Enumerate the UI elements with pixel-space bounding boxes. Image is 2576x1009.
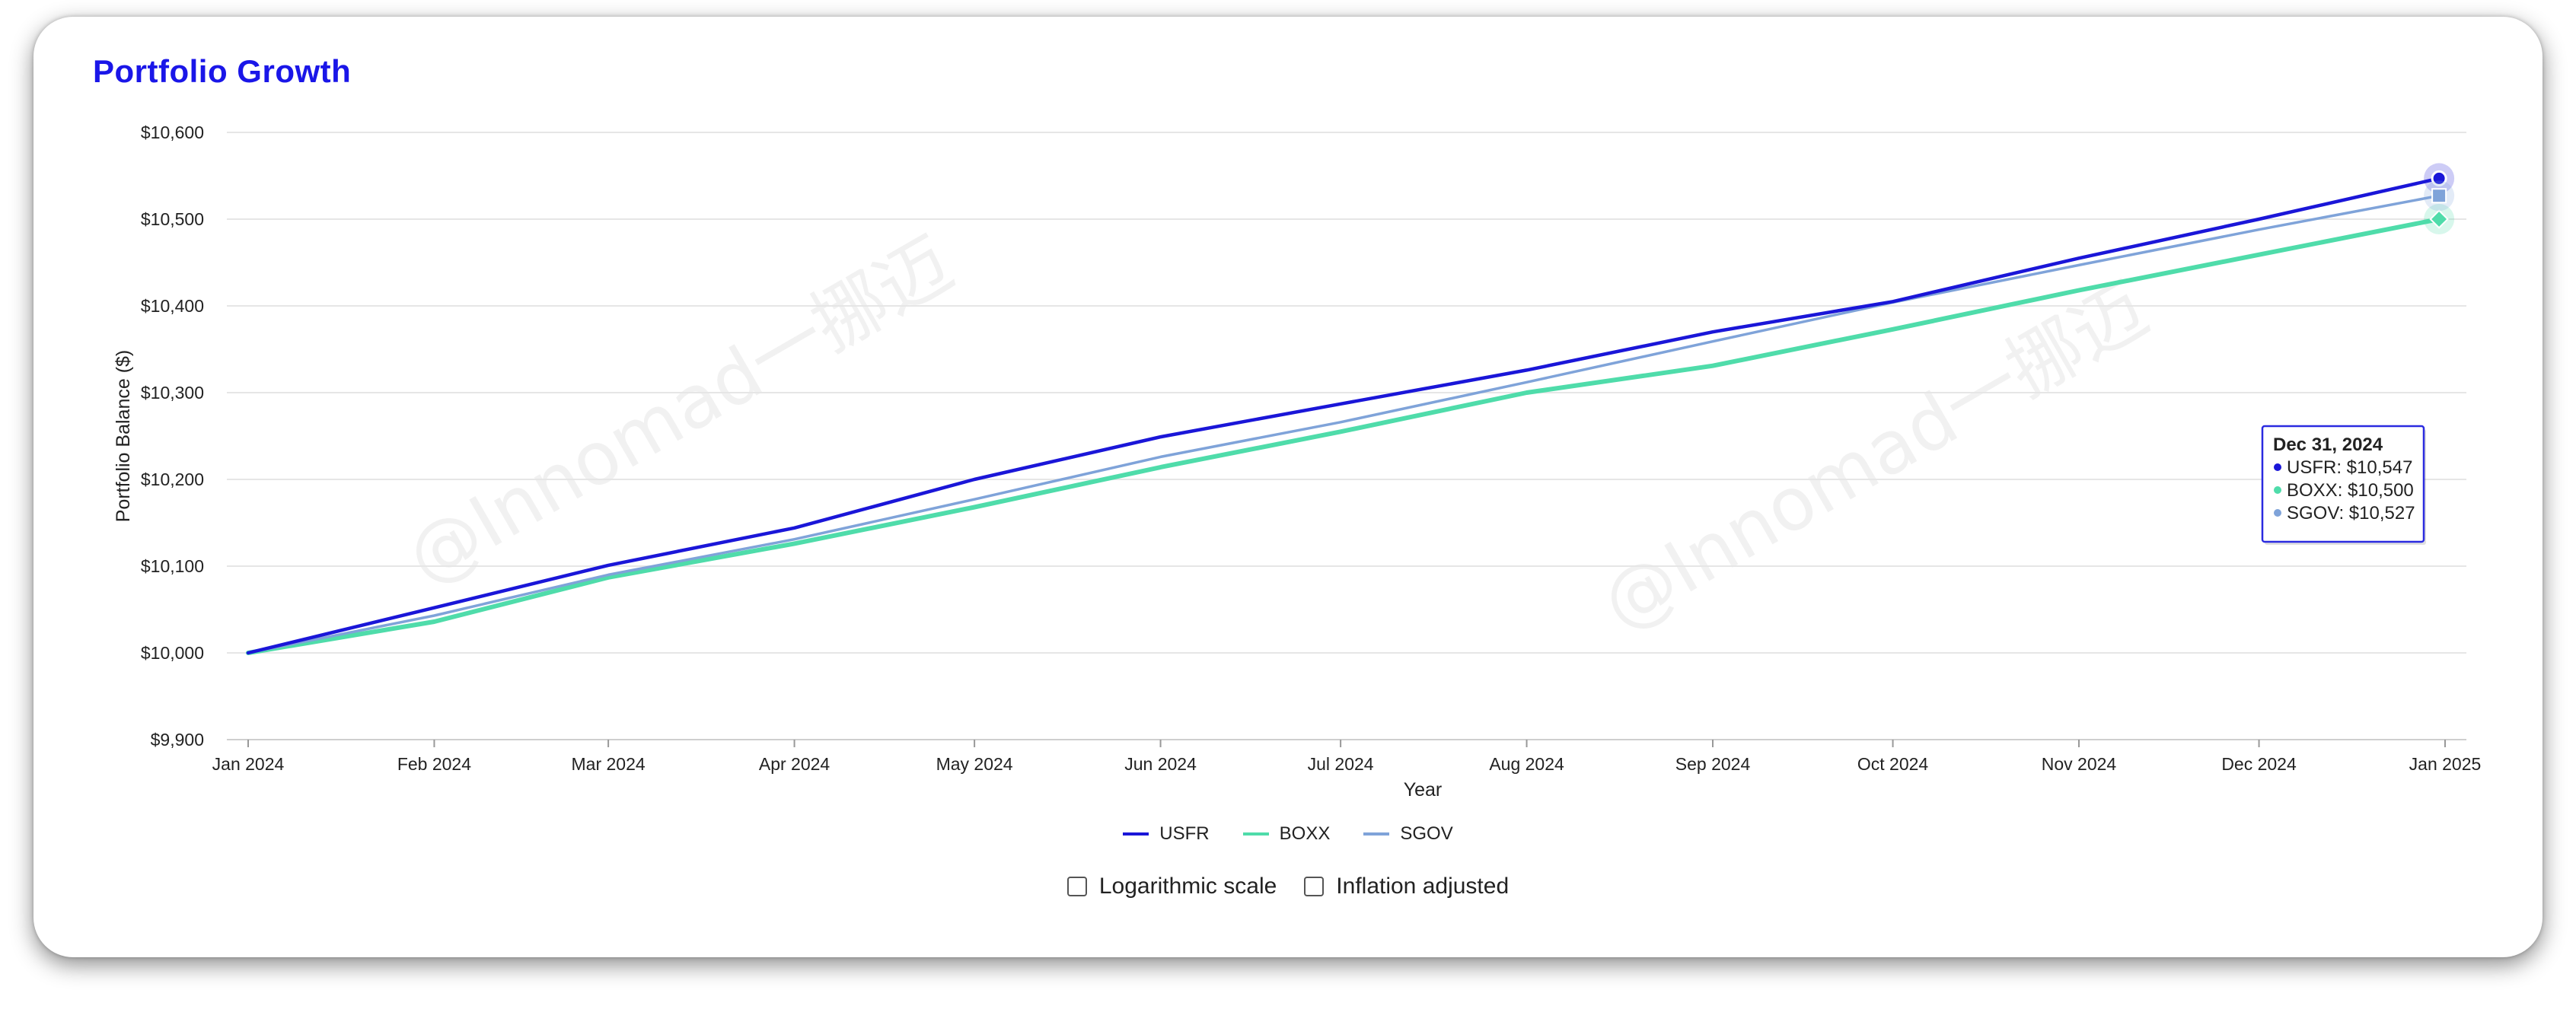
chart-legend: USFR BOXX SGOV: [0, 823, 2576, 845]
legend-label-usfr: USFR: [1159, 823, 1210, 844]
legend-swatch-boxx: [1242, 832, 1269, 836]
legend-item-boxx[interactable]: BOXX: [1242, 823, 1331, 845]
inflation-checkbox[interactable]: [1304, 877, 1325, 896]
inflation-label: Inflation adjusted: [1336, 874, 1510, 899]
log-scale-label: Logarithmic scale: [1098, 874, 1277, 899]
tooltip-line-usfr: USFR: $10,547: [2287, 457, 2412, 478]
y-tick-label: $10,100: [141, 556, 204, 576]
x-tick-label: May 2024: [936, 754, 1013, 774]
y-tick-label: $10,000: [141, 643, 204, 663]
marker-point-boxx: [2429, 209, 2449, 229]
legend-swatch-usfr: [1123, 832, 1149, 836]
legend-label-sgov: SGOV: [1400, 823, 1453, 844]
y-tick-label: $10,200: [141, 469, 204, 489]
x-tick-label: Sep 2024: [1675, 754, 1751, 774]
y-tick-label: $10,500: [141, 209, 204, 229]
x-tick-label: Oct 2024: [1857, 754, 1929, 774]
chart-options: Logarithmic scale Inflation adjusted: [0, 874, 2576, 899]
series-line-usfr: [246, 177, 2441, 655]
log-scale-checkbox[interactable]: [1066, 877, 1087, 896]
x-axis-title: Year: [1404, 779, 1443, 801]
tooltip-title: Dec 31, 2024: [2273, 434, 2383, 455]
x-tick-label: Jan 2025: [2409, 754, 2482, 774]
y-axis-title: Portfolio Balance ($): [113, 350, 134, 523]
watermark-text: @Innomad一挪迈: [1588, 266, 2162, 647]
y-tick-label: $10,300: [141, 383, 204, 403]
x-tick-label: Jul 2024: [1308, 754, 1374, 774]
watermark-text: @Innomad一挪迈: [393, 221, 967, 601]
marker-point-sgov: [2431, 188, 2447, 204]
x-tick-label: Aug 2024: [1489, 754, 1564, 774]
x-tick-label: Nov 2024: [2042, 754, 2117, 774]
y-tick-label: $10,400: [141, 296, 204, 316]
chart-title: Portfolio Growth: [93, 53, 352, 89]
y-tick-label: $9,900: [151, 730, 204, 750]
tooltip-line-sgov: SGOV: $10,527: [2287, 503, 2415, 524]
series-line-boxx: [246, 217, 2442, 655]
x-tick-label: Feb 2024: [397, 754, 471, 774]
marker-point-usfr: [2431, 170, 2447, 186]
tooltip-dot-sgov: [2274, 509, 2281, 517]
legend-item-sgov[interactable]: SGOV: [1363, 823, 1453, 845]
log-scale-option[interactable]: Logarithmic scale: [1066, 874, 1277, 899]
x-tick-label: Dec 2024: [2221, 754, 2297, 774]
tooltip-box: [2261, 425, 2425, 543]
series-line-sgov: [247, 194, 2441, 654]
chart-card: [33, 17, 2543, 957]
inflation-option[interactable]: Inflation adjusted: [1304, 874, 1509, 899]
x-tick-label: Jun 2024: [1124, 754, 1197, 774]
tooltip-line-boxx: BOXX: $10,500: [2287, 480, 2414, 501]
tooltip-dot-usfr: [2274, 463, 2281, 471]
legend-item-usfr[interactable]: USFR: [1123, 823, 1210, 845]
legend-swatch-sgov: [1363, 832, 1390, 836]
y-tick-label: $10,600: [141, 123, 204, 142]
tooltip-dot-boxx: [2274, 486, 2281, 494]
x-tick-label: Jan 2024: [212, 754, 285, 774]
legend-label-boxx: BOXX: [1279, 823, 1331, 844]
x-tick-label: Mar 2024: [572, 754, 646, 774]
x-tick-label: Apr 2024: [759, 754, 831, 774]
